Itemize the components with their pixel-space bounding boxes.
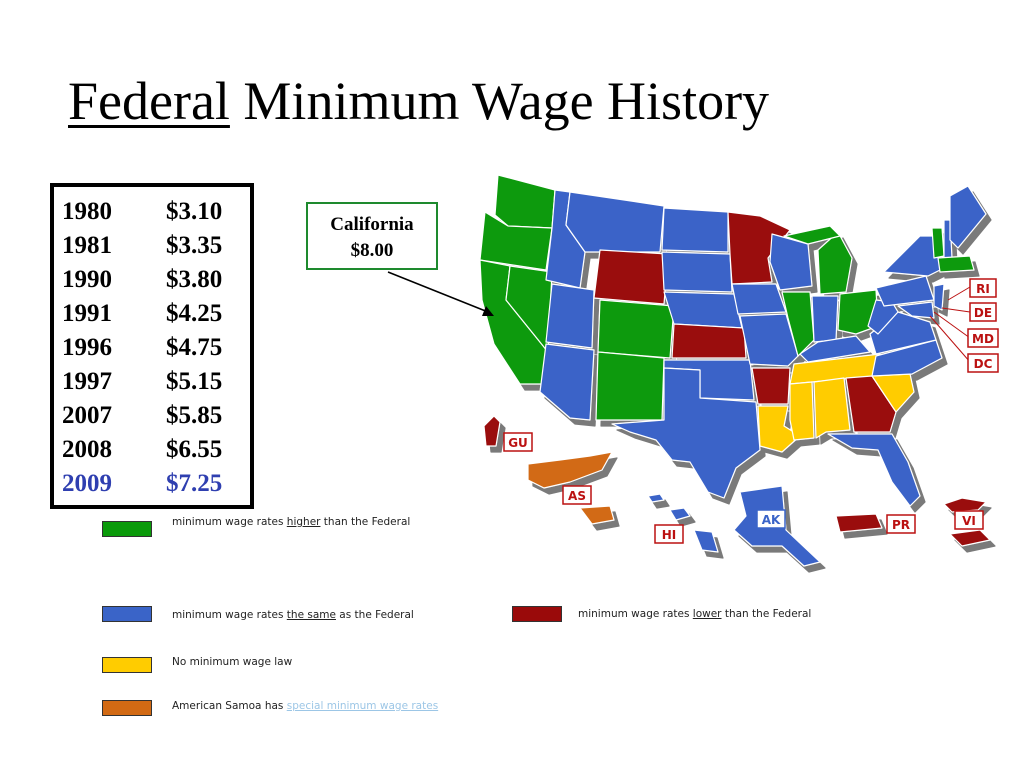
svg-text:RI: RI xyxy=(976,282,990,296)
legend-label-none: No minimum wage law xyxy=(172,656,293,668)
svg-text:VI: VI xyxy=(962,514,976,528)
svg-text:GU: GU xyxy=(508,436,528,450)
wage-history-table: 1980 $3.10 1981 $3.35 1990 $3.80 1991 $4.25 … xyxy=(50,183,254,509)
wage-row: 1980 $3.10 xyxy=(62,198,223,225)
state-north-dakota xyxy=(661,207,729,253)
state-georgia xyxy=(845,375,897,433)
slide-title: Federal Minimum Wage History xyxy=(68,70,769,132)
wage-row: 2008 $6.55 xyxy=(62,436,223,463)
state-hawaii xyxy=(647,493,719,553)
territory-puerto-rico xyxy=(835,513,883,533)
special-rates-link[interactable]: special minimum wage rates xyxy=(286,700,439,712)
legend-swatch-same xyxy=(102,606,152,622)
title-rest: Minimum Wage History xyxy=(229,71,770,131)
callout-wage: $8.00 xyxy=(350,240,394,261)
callout-arrowhead xyxy=(482,306,494,316)
state-iowa xyxy=(731,283,787,315)
state-michigan xyxy=(817,231,853,295)
wage-row-current: 2009 $7.25 xyxy=(62,470,223,497)
state-pennsylvania xyxy=(875,275,935,307)
state-new-mexico xyxy=(595,351,665,421)
territory-label-dc: DC xyxy=(967,353,999,373)
state-maryland xyxy=(897,301,935,319)
svg-text:MD: MD xyxy=(972,332,994,346)
territory-label-gu: GU xyxy=(503,432,533,452)
svg-text:HI: HI xyxy=(662,528,677,542)
wage-row: 1981 $3.35 xyxy=(62,232,223,259)
state-indiana xyxy=(811,295,839,343)
svg-text:AS: AS xyxy=(568,489,586,503)
legend-label-same: minimum wage rates the same as the Feder… xyxy=(172,609,414,621)
legend-swatch-none xyxy=(102,657,152,673)
legend-label-higher: minimum wage rates higher than the Feder… xyxy=(172,516,411,528)
state-washington xyxy=(494,174,556,229)
state-alabama xyxy=(813,377,851,439)
territory-guam xyxy=(483,415,501,447)
state-ohio xyxy=(837,289,879,335)
state-montana xyxy=(565,191,665,253)
state-florida xyxy=(827,433,921,507)
state-south-dakota xyxy=(661,251,733,293)
state-missouri xyxy=(739,313,799,367)
callout-state: California xyxy=(330,214,414,235)
svg-text:PR: PR xyxy=(892,518,910,532)
state-arizona xyxy=(539,343,595,421)
legend-swatch-higher xyxy=(102,521,152,537)
territory-american-samoa xyxy=(527,451,615,525)
state-vermont xyxy=(931,227,945,259)
state-kentucky xyxy=(799,335,871,363)
california-callout: California $8.00 xyxy=(306,202,438,270)
state-maine xyxy=(949,185,987,249)
state-new-jersey xyxy=(933,283,945,311)
territory-label-md: MD xyxy=(967,328,999,348)
territory-label-ak: AK xyxy=(756,509,786,529)
title-underlined-word: Federal xyxy=(68,71,230,131)
state-arkansas xyxy=(751,367,791,405)
territory-label-pr: PR xyxy=(886,514,916,534)
svg-text:DE: DE xyxy=(974,306,992,320)
legend-swatch-samoa xyxy=(102,700,152,716)
territory-label-de: DE xyxy=(969,302,997,322)
state-michigan-up xyxy=(783,225,841,245)
wage-row: 1991 $4.25 xyxy=(62,300,223,327)
state-wyoming xyxy=(593,249,669,305)
callout-arrow xyxy=(387,271,489,313)
state-texas xyxy=(611,367,761,499)
legend-label-samoa: American Samoa has special minimum wage … xyxy=(172,700,439,712)
territory-virgin-islands xyxy=(943,497,991,547)
state-mississippi xyxy=(789,381,815,441)
legend-label-lower: minimum wage rates lower than the Federa… xyxy=(578,608,812,620)
svg-text:DC: DC xyxy=(974,357,993,371)
state-massachusetts xyxy=(937,255,975,273)
wage-row: 2007 $5.85 xyxy=(62,402,223,429)
state-minnesota xyxy=(727,211,791,285)
state-illinois xyxy=(781,291,815,357)
wage-row: 1997 $5.15 xyxy=(62,368,223,395)
wage-row: 1996 $4.75 xyxy=(62,334,223,361)
svg-text:AK: AK xyxy=(762,513,781,527)
state-kansas xyxy=(671,323,747,359)
territory-label-hi: HI xyxy=(654,524,684,544)
territory-label-ri: RI xyxy=(969,278,997,298)
wage-row: 1990 $3.80 xyxy=(62,266,223,293)
territory-label-as: AS xyxy=(562,485,592,505)
legend-swatch-lower xyxy=(512,606,562,622)
state-nebraska xyxy=(663,291,743,329)
territory-label-vi: VI xyxy=(954,510,984,530)
state-colorado xyxy=(597,299,675,359)
state-utah xyxy=(545,283,595,349)
